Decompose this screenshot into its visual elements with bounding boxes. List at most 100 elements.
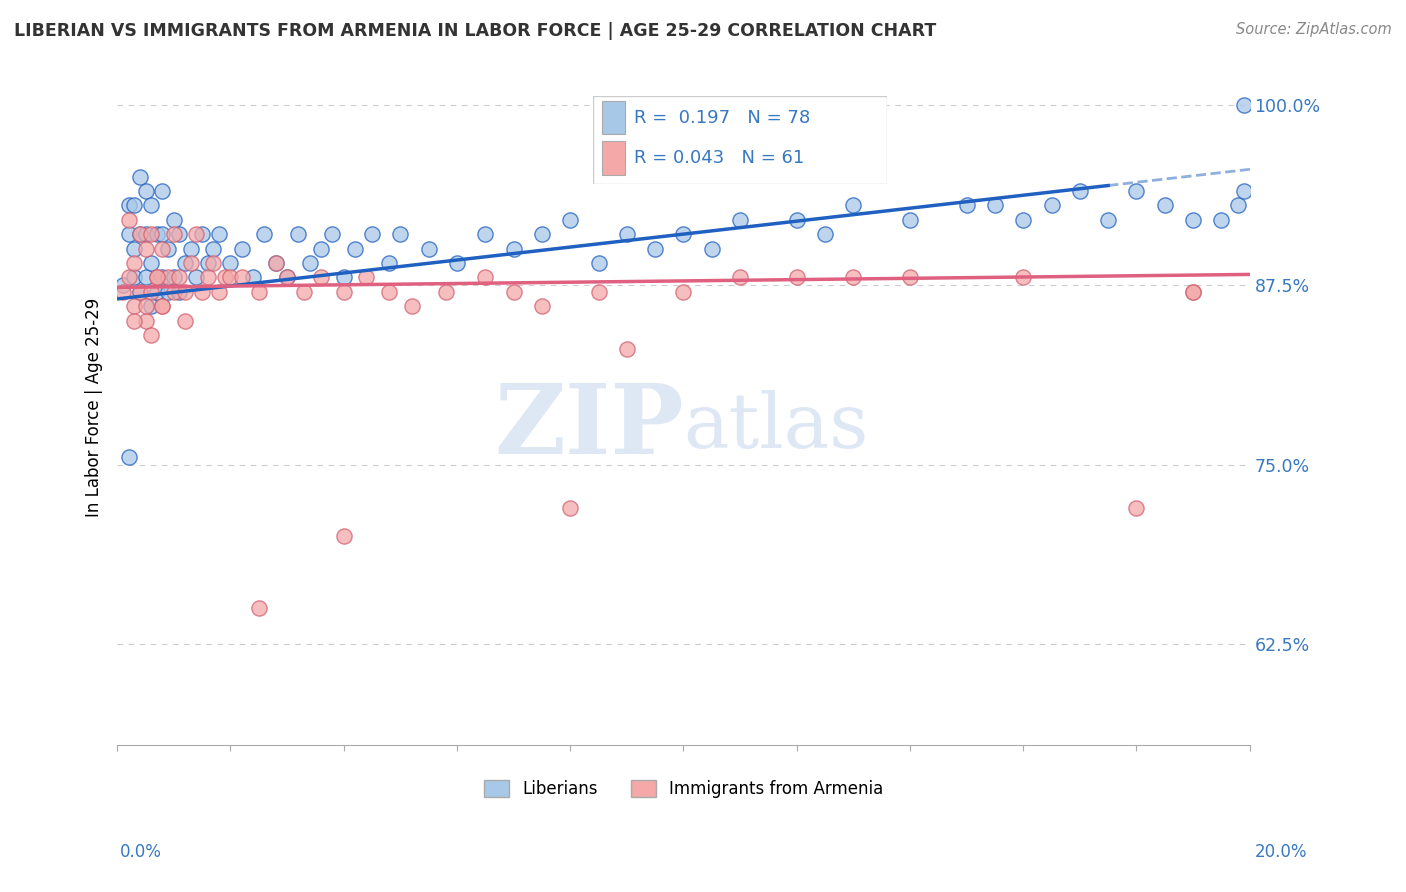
Point — [502, 285, 524, 299]
Point — [146, 285, 169, 299]
Point — [134, 270, 156, 285]
Point — [152, 242, 174, 256]
Legend: Liberians, Immigrants from Armenia: Liberians, Immigrants from Armenia — [477, 773, 890, 805]
Point — [378, 285, 401, 299]
Point — [309, 242, 332, 256]
Point — [1012, 212, 1035, 227]
Point — [141, 299, 163, 313]
Point — [163, 285, 186, 299]
Y-axis label: In Labor Force | Age 25-29: In Labor Force | Age 25-29 — [86, 297, 103, 516]
Point — [446, 256, 468, 270]
Point — [1069, 184, 1091, 198]
Point — [616, 343, 638, 357]
Point — [292, 285, 315, 299]
Point — [1040, 198, 1063, 212]
Point — [309, 270, 332, 285]
Point — [117, 212, 139, 227]
Point — [356, 270, 378, 285]
Point — [122, 299, 145, 313]
Point — [814, 227, 837, 241]
Point — [128, 285, 150, 299]
Point — [141, 327, 163, 342]
Point — [197, 256, 219, 270]
Point — [955, 198, 977, 212]
Point — [174, 256, 197, 270]
Point — [389, 227, 412, 241]
Point — [141, 198, 163, 212]
Point — [1125, 184, 1147, 198]
Point — [202, 242, 225, 256]
Point — [1097, 212, 1119, 227]
Text: atlas: atlas — [683, 390, 869, 464]
Point — [264, 256, 287, 270]
Point — [180, 242, 202, 256]
Point — [134, 227, 156, 241]
Point — [332, 529, 354, 543]
Point — [202, 256, 225, 270]
Point — [141, 285, 163, 299]
Point — [1211, 212, 1233, 227]
Point — [672, 227, 695, 241]
Point — [134, 184, 156, 198]
Point — [530, 227, 553, 241]
Point — [276, 270, 298, 285]
Point — [111, 277, 134, 292]
Point — [344, 242, 367, 256]
Point — [152, 270, 174, 285]
Point — [898, 270, 921, 285]
Point — [1182, 285, 1205, 299]
Point — [361, 227, 384, 241]
Point — [186, 227, 208, 241]
Point — [588, 256, 610, 270]
Text: LIBERIAN VS IMMIGRANTS FROM ARMENIA IN LABOR FORCE | AGE 25-29 CORRELATION CHART: LIBERIAN VS IMMIGRANTS FROM ARMENIA IN L… — [14, 22, 936, 40]
Point — [560, 500, 582, 515]
Point — [898, 212, 921, 227]
Point — [174, 313, 197, 327]
Text: Source: ZipAtlas.com: Source: ZipAtlas.com — [1236, 22, 1392, 37]
Point — [1233, 184, 1256, 198]
Point — [122, 242, 145, 256]
Point — [208, 285, 231, 299]
Point — [134, 242, 156, 256]
Point — [242, 270, 264, 285]
Point — [332, 285, 354, 299]
Point — [208, 227, 231, 241]
Point — [530, 299, 553, 313]
Point — [128, 227, 150, 241]
Point — [152, 299, 174, 313]
Point — [700, 242, 723, 256]
Point — [728, 212, 751, 227]
Point — [287, 227, 309, 241]
Point — [214, 270, 236, 285]
Point — [128, 227, 150, 241]
Point — [588, 285, 610, 299]
Point — [1227, 198, 1250, 212]
Text: 20.0%: 20.0% — [1256, 843, 1308, 861]
Point — [378, 256, 401, 270]
Point — [134, 313, 156, 327]
Point — [247, 285, 270, 299]
Point — [122, 256, 145, 270]
Point — [128, 285, 150, 299]
Point — [157, 270, 180, 285]
Point — [163, 270, 186, 285]
Point — [122, 313, 145, 327]
Point — [117, 198, 139, 212]
Point — [1012, 270, 1035, 285]
Point — [231, 242, 253, 256]
Point — [141, 256, 163, 270]
Point — [191, 285, 214, 299]
Point — [644, 242, 666, 256]
Point — [174, 285, 197, 299]
Point — [298, 256, 321, 270]
Point — [146, 270, 169, 285]
Point — [842, 270, 865, 285]
Point — [321, 227, 343, 241]
Point — [152, 299, 174, 313]
Point — [474, 270, 496, 285]
Point — [169, 270, 191, 285]
Point — [186, 270, 208, 285]
Point — [1182, 212, 1205, 227]
Point — [117, 227, 139, 241]
Point — [786, 270, 808, 285]
